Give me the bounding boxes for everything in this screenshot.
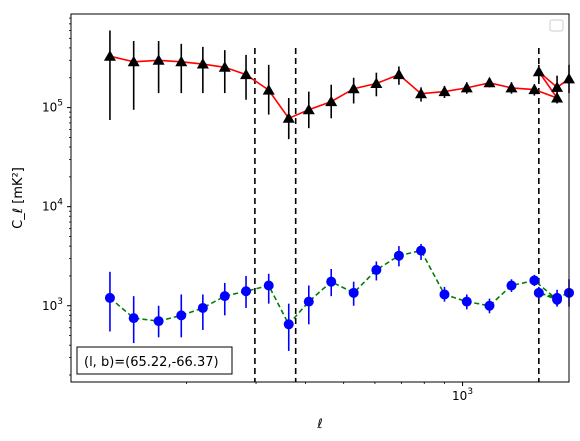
series-1-point bbox=[529, 275, 540, 286]
series-0-point bbox=[370, 77, 383, 89]
y-tick-label: 104 bbox=[42, 198, 63, 214]
series-0-point bbox=[175, 55, 188, 67]
series-0-point bbox=[262, 84, 275, 95]
x-axis-label: ℓ bbox=[316, 417, 322, 432]
series-0-point bbox=[347, 82, 360, 94]
series-1-point bbox=[283, 319, 294, 330]
series-1-point bbox=[176, 310, 187, 321]
series-0-point bbox=[392, 68, 405, 80]
axes-frame bbox=[70, 13, 570, 383]
series-0-point bbox=[282, 112, 295, 123]
series-1-point bbox=[393, 250, 404, 261]
series-1-point bbox=[371, 264, 382, 275]
y-axis-label: C_ℓ [mK²] bbox=[11, 167, 26, 229]
legend-box bbox=[549, 19, 564, 32]
series-1-point bbox=[241, 286, 252, 297]
series-0-point bbox=[438, 85, 451, 97]
series-0-point bbox=[528, 83, 541, 95]
series-1-point bbox=[484, 300, 495, 311]
series-1-point bbox=[303, 296, 314, 307]
series-1-point bbox=[533, 287, 544, 298]
y-tick-label: 103 bbox=[42, 297, 63, 313]
series-0-point bbox=[460, 81, 473, 93]
series-0-point bbox=[551, 81, 564, 92]
series-1-point bbox=[197, 302, 208, 313]
series-0-point bbox=[302, 103, 315, 115]
annotation-box: (l, b)=(65.22,-66.37) bbox=[76, 346, 233, 375]
series-1-point bbox=[104, 292, 115, 303]
series-0-point bbox=[505, 81, 518, 93]
series-0-point bbox=[152, 54, 165, 65]
series-1-point bbox=[326, 276, 337, 287]
series-0-point bbox=[325, 95, 338, 107]
series-0-point bbox=[532, 65, 545, 77]
series-0-point bbox=[240, 68, 253, 80]
series-1-point bbox=[128, 313, 139, 324]
series-1-point bbox=[153, 316, 164, 327]
series-0-point bbox=[483, 76, 496, 88]
annotation-frame bbox=[76, 346, 233, 375]
axis-ticks: 103 104 105 103 bbox=[42, 17, 473, 403]
series-0-point bbox=[218, 61, 231, 72]
series-1-point bbox=[506, 280, 517, 291]
series-0-point bbox=[127, 55, 140, 67]
series-1-point bbox=[552, 292, 563, 303]
series-1-point bbox=[219, 291, 230, 302]
x-tick-label: 103 bbox=[452, 387, 473, 403]
series-1-point bbox=[263, 280, 274, 291]
series-1-point bbox=[416, 245, 427, 256]
series-1-point bbox=[439, 289, 450, 300]
series-0-point bbox=[103, 50, 116, 61]
series-0-point bbox=[551, 91, 564, 103]
annotation-text: (l, b)=(65.22,-66.37) bbox=[84, 355, 219, 370]
series-0-point bbox=[196, 58, 209, 69]
series-1-point bbox=[461, 296, 472, 307]
y-tick-label: 105 bbox=[42, 99, 63, 115]
series-1-point bbox=[348, 287, 359, 298]
series-0-point bbox=[415, 87, 428, 99]
